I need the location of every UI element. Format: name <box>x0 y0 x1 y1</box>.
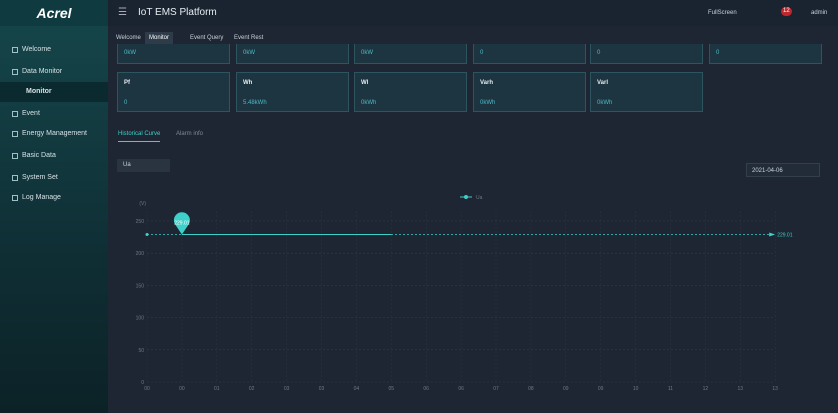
card-label: Wl <box>361 80 368 86</box>
x-tick-label: 03 <box>284 386 290 392</box>
card-value: 0 <box>597 50 600 56</box>
y-tick-label: 50 <box>138 348 144 354</box>
card-value: 5.48kWh <box>243 100 267 106</box>
card: Varh 0kWh <box>473 72 586 112</box>
header: ☰ IoT EMS Platform FullScreen 12 admin <box>108 0 838 26</box>
card-top: 0kW <box>354 44 467 64</box>
card-top: 0kW <box>117 44 230 64</box>
card-label: Varl <box>597 80 608 86</box>
x-tick-label: 02 <box>249 386 255 392</box>
legend-label: Ua <box>476 195 483 201</box>
card-value: 0kW <box>124 50 136 56</box>
mark-point-label: 229.01 <box>174 221 190 227</box>
panel-tab[interactable]: Alarm info <box>176 131 203 137</box>
card-value: 0kWh <box>480 100 495 106</box>
x-tick-label: 10 <box>633 386 639 392</box>
fullscreen[interactable]: FullScreen <box>708 0 737 26</box>
x-tick-label: 00 <box>179 386 185 392</box>
card-top: 0 <box>590 44 703 64</box>
menu-item[interactable]: Data Monitor <box>0 62 108 82</box>
chart: (V)0501001502002500000010203030405060607… <box>110 185 830 400</box>
x-tick-label: 03 <box>319 386 325 392</box>
card-value: 0 <box>124 100 127 106</box>
menu-item[interactable]: Event <box>0 104 108 124</box>
card: Wl 0kWh <box>354 72 467 112</box>
mark-line-start <box>146 233 149 236</box>
logo: Acrel <box>0 0 108 26</box>
date-picker[interactable]: 2021-04-06 <box>746 163 820 177</box>
x-tick-label: 04 <box>354 386 360 392</box>
card-label: Wh <box>243 80 252 86</box>
menu-item[interactable]: Energy Management <box>0 124 108 144</box>
x-tick-label: 12 <box>703 386 709 392</box>
x-tick-label: 11 <box>668 386 673 392</box>
user[interactable]: admin <box>811 0 827 26</box>
x-tick-label: 06 <box>423 386 429 392</box>
x-tick-label: 09 <box>598 386 604 392</box>
menu-item[interactable]: Monitor <box>0 82 108 102</box>
panel-tab[interactable]: Historical Curve <box>118 131 160 142</box>
menu-item[interactable]: Basic Data <box>0 146 108 166</box>
menu-item[interactable]: System Set <box>0 168 108 188</box>
card-top: 0 <box>709 44 822 64</box>
x-tick-label: 06 <box>458 386 464 392</box>
x-tick-label: 07 <box>493 386 499 392</box>
x-tick-label: 05 <box>389 386 395 392</box>
y-tick-label: 150 <box>136 283 145 289</box>
x-tick-label: 00 <box>144 386 150 392</box>
app-title: IoT EMS Platform <box>138 0 217 26</box>
y-tick-label: 100 <box>136 316 145 322</box>
card-value: 0kWh <box>361 100 376 106</box>
x-tick-label: 13 <box>738 386 744 392</box>
card-label: Varh <box>480 80 493 86</box>
card-top: 0kW <box>236 44 349 64</box>
card-value: 0 <box>480 50 483 56</box>
y-axis-label: (V) <box>139 201 146 207</box>
card-top: 0 <box>473 44 586 64</box>
sidebar: Acrel WelcomeData MonitorMonitorEventEne… <box>0 0 108 413</box>
card: Wh 5.48kWh <box>236 72 349 112</box>
card: Pf 0 <box>117 72 230 112</box>
menu-item[interactable]: Log Manage <box>0 188 108 208</box>
y-tick-label: 250 <box>136 219 145 225</box>
card-value: 0kW <box>361 50 373 56</box>
x-tick-label: 01 <box>214 386 220 392</box>
card-value: 0kWh <box>597 100 612 106</box>
x-tick-label: 13 <box>772 386 778 392</box>
card-value: 0kW <box>243 50 255 56</box>
x-tick-label: 09 <box>563 386 569 392</box>
mark-line-arrow <box>769 233 775 237</box>
menu-item[interactable]: Welcome <box>0 40 108 60</box>
badge: 12 <box>781 7 792 16</box>
menu-toggle[interactable]: ☰ <box>118 0 127 26</box>
select[interactable]: Ua <box>117 159 170 172</box>
x-tick-label: 08 <box>528 386 534 392</box>
y-tick-label: 200 <box>136 251 145 257</box>
card: Varl 0kWh <box>590 72 703 112</box>
mark-line-label: 229.01 <box>777 233 793 239</box>
card-label: Pf <box>124 80 130 86</box>
card-value: 0 <box>716 50 719 56</box>
